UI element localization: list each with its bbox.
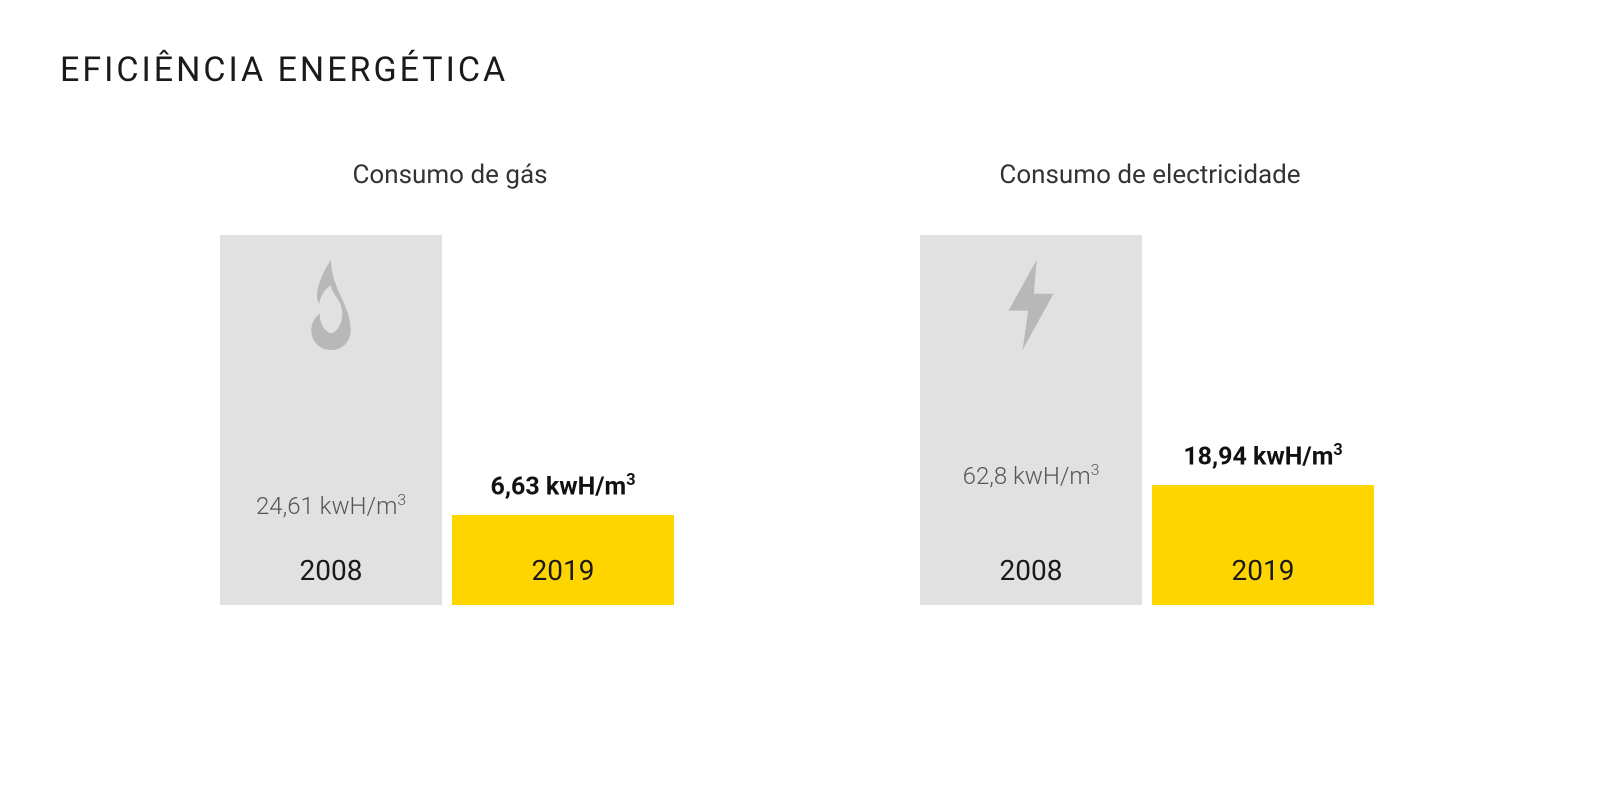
panels-container: Consumo de gás 24,61 kwH/m3 2008 6,63 kwH/m… [0,160,1600,605]
bar-2008: 62,8 kwH/m3 2008 [920,235,1142,605]
bar-2019: 6,63 kwH/m32019 [452,515,674,605]
bar-2008: 24,61 kwH/m3 2008 [220,235,442,605]
panel-electricity: Consumo de electricidade 62,8 kwH/m3 2008 1… [920,160,1380,605]
bar-value: 6,63 kwH/m3 [452,470,674,501]
bar-year: 2008 [220,554,442,587]
panel-title: Consumo de electricidade [999,160,1300,190]
panel-title: Consumo de gás [353,160,548,190]
bolt-icon [996,260,1066,350]
bar-value: 24,61 kwH/m3 [220,491,442,520]
bars-area: 24,61 kwH/m320086,63 kwH/m32019 [220,235,680,605]
bar-year: 2019 [1152,554,1374,587]
bars-area: 62,8 kwH/m3200818,94 kwH/m32019 [920,235,1380,605]
page-title: EFICIÊNCIA ENERGÉTICA [0,0,1600,90]
bar-year: 2019 [452,554,674,587]
panel-gas: Consumo de gás 24,61 kwH/m3 2008 6,63 kwH/m… [220,160,680,605]
flame-icon [296,260,366,350]
bar-year: 2008 [920,554,1142,587]
bar-2019: 18,94 kwH/m32019 [1152,485,1374,605]
bar-value: 18,94 kwH/m3 [1152,440,1374,471]
bar-value: 62,8 kwH/m3 [920,461,1142,490]
